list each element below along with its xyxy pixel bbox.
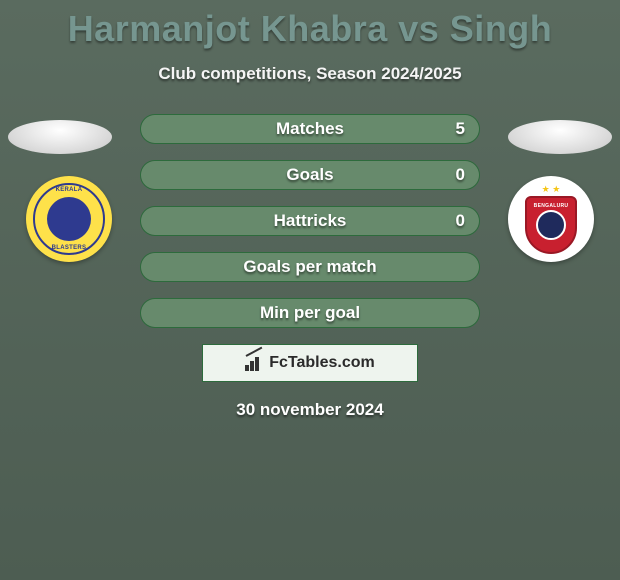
date: 30 november 2024 (0, 400, 620, 420)
ball-icon (536, 210, 566, 240)
stat-value: 0 (456, 165, 465, 185)
stat-row-min-per-goal: Min per goal (140, 298, 480, 328)
player-avatar-left (8, 120, 112, 154)
club-badge-left: KERALA BLASTERS (26, 176, 112, 262)
stat-row-matches: Matches 5 (140, 114, 480, 144)
elephant-icon (47, 197, 91, 241)
club-left-top-text: KERALA (56, 187, 83, 193)
club-badge-right: ★ ★ BENGALURU (508, 176, 594, 262)
stat-row-goals: Goals 0 (140, 160, 480, 190)
comparison-panel: KERALA BLASTERS ★ ★ BENGALURU Matches 5 … (0, 114, 620, 420)
stat-label: Goals (141, 165, 479, 185)
stat-label: Min per goal (141, 303, 479, 323)
stars-icon: ★ ★ (542, 184, 561, 195)
chart-icon (245, 355, 265, 371)
club-left-bottom-text: BLASTERS (52, 245, 87, 251)
stat-value: 0 (456, 211, 465, 231)
club-right-text: BENGALURU (534, 203, 569, 209)
stat-row-goals-per-match: Goals per match (140, 252, 480, 282)
stat-label: Goals per match (141, 257, 479, 277)
stat-label: Matches (141, 119, 479, 139)
stat-value: 5 (456, 119, 465, 139)
subtitle: Club competitions, Season 2024/2025 (0, 64, 620, 84)
stat-label: Hattricks (141, 211, 479, 231)
shield-icon: BENGALURU (525, 196, 577, 254)
brand-text: FcTables.com (269, 354, 375, 372)
page-title: Harmanjot Khabra vs Singh (0, 0, 620, 50)
brand-box[interactable]: FcTables.com (202, 344, 418, 382)
player-avatar-right (508, 120, 612, 154)
stat-row-hattricks: Hattricks 0 (140, 206, 480, 236)
stats-bars: Matches 5 Goals 0 Hattricks 0 Goals per … (140, 114, 480, 328)
